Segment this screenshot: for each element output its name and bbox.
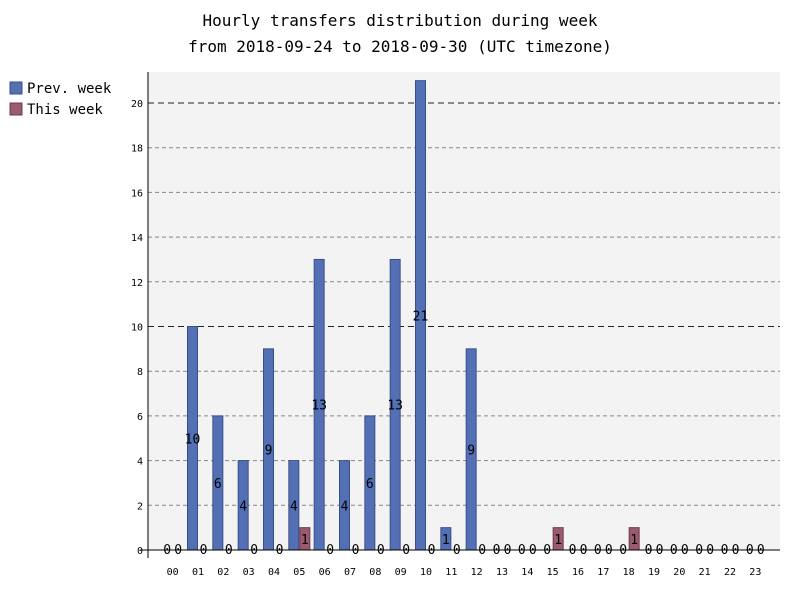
x-tick-label-06: 06 bbox=[319, 567, 331, 578]
label-prev-week-06: 13 bbox=[311, 399, 327, 414]
x-tick-label-15: 15 bbox=[547, 567, 559, 578]
x-tick-labels: 00 01 02 03 04 05 06 07 08 09 10 11 12 13 14 15 16 17 18 19… bbox=[167, 567, 762, 578]
x-tick-label-11: 11 bbox=[445, 567, 457, 578]
label-prev-week-02: 6 bbox=[214, 477, 222, 492]
legend-swatch-prev-week bbox=[9, 81, 23, 95]
x-tick-label-12: 12 bbox=[471, 567, 483, 578]
x-tick-label-02: 02 bbox=[217, 567, 229, 578]
legend-label-prev-week: Prev. week bbox=[27, 81, 112, 97]
legend-label-this-week: This week bbox=[27, 102, 103, 118]
label-prev-week-04: 9 bbox=[265, 443, 273, 458]
x-tick-label-01: 01 bbox=[192, 567, 204, 578]
x-tick-label-21: 21 bbox=[699, 567, 711, 578]
label-prev-week-12: 9 bbox=[467, 443, 475, 458]
grid bbox=[148, 102, 780, 506]
x-tick-label-00: 00 bbox=[167, 567, 179, 578]
y-tick-label-8: 8 bbox=[137, 367, 143, 378]
y-tick-label-16: 16 bbox=[131, 188, 143, 199]
y-tick-label-2: 2 bbox=[137, 501, 143, 512]
y-tick-label-4: 4 bbox=[137, 457, 143, 468]
y-tick-label-14: 14 bbox=[131, 233, 143, 244]
label-this-week-05: 1 bbox=[301, 533, 309, 548]
label-prev-week-07: 4 bbox=[341, 499, 349, 514]
chart-title: Hourly transfers distribution during wee… bbox=[203, 11, 598, 30]
legend: Prev. week This week bbox=[9, 81, 112, 118]
plot-area bbox=[148, 72, 780, 550]
label-prev-week-08: 6 bbox=[366, 477, 374, 492]
label-prev-week-01: 10 bbox=[185, 432, 201, 447]
label-prev-week-10: 21 bbox=[413, 309, 429, 324]
legend-swatch-this-week bbox=[9, 102, 23, 116]
x-tick-label-07: 07 bbox=[344, 567, 356, 578]
x-tick-label-20: 20 bbox=[673, 567, 685, 578]
x-tick-label-03: 03 bbox=[243, 567, 255, 578]
label-this-week-18: 1 bbox=[630, 533, 638, 548]
y-tick-label-18: 18 bbox=[131, 144, 143, 155]
label-prev-week-05: 4 bbox=[290, 499, 298, 514]
label-prev-week-09: 13 bbox=[387, 399, 403, 414]
x-tick-label-17: 17 bbox=[597, 567, 609, 578]
label-this-week-15: 1 bbox=[554, 533, 562, 548]
x-tick-label-18: 18 bbox=[623, 567, 635, 578]
x-tick-label-10: 10 bbox=[420, 567, 432, 578]
x-tick-label-08: 08 bbox=[369, 567, 381, 578]
x-tick-label-09: 09 bbox=[395, 567, 407, 578]
x-tick-label-22: 22 bbox=[724, 567, 736, 578]
y-tick-label-10: 10 bbox=[131, 323, 143, 334]
x-tick-label-04: 04 bbox=[268, 567, 280, 578]
label-prev-week-03: 4 bbox=[239, 499, 247, 514]
chart-subtitle: from 2018-09-24 to 2018-09-30 (UTC timez… bbox=[188, 37, 612, 56]
x-tick-label-16: 16 bbox=[572, 567, 584, 578]
label-prev-week-11: 1 bbox=[442, 533, 450, 548]
y-tick-label-6: 6 bbox=[137, 412, 143, 423]
x-tick-label-05: 05 bbox=[293, 567, 305, 578]
y-tick-label-0: 0 bbox=[137, 546, 143, 557]
x-tick-label-23: 23 bbox=[749, 567, 761, 578]
x-tick-label-13: 13 bbox=[496, 567, 508, 578]
x-tick-label-14: 14 bbox=[521, 567, 533, 578]
y-tick-labels: 0 2 4 6 8 10 12 14 16 18 20 bbox=[131, 99, 143, 557]
y-tick-label-20: 20 bbox=[131, 99, 143, 110]
y-tick-label-12: 12 bbox=[131, 278, 143, 289]
x-tick-label-19: 19 bbox=[648, 567, 660, 578]
